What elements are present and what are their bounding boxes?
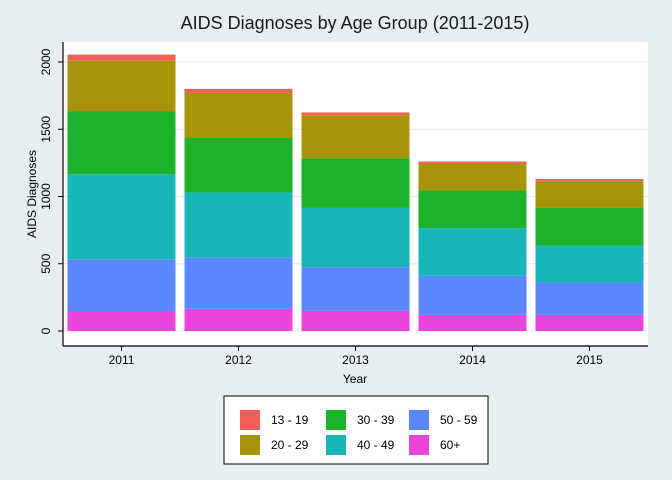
y-ticks: 0 500 1000 1500 2000: [39, 48, 63, 334]
chart-title: AIDS Diagnoses by Age Group (2011-2015): [181, 13, 530, 33]
legend-label: 13 - 19: [271, 413, 309, 427]
y-axis-label: AIDS Diagnoses: [25, 150, 39, 238]
x-tick-label: 2012: [225, 353, 252, 367]
legend-swatch: [240, 435, 260, 455]
bar-segment: [535, 245, 644, 283]
bar-segment: [67, 174, 176, 260]
bar-segment: [67, 111, 176, 175]
bar-segment: [184, 257, 293, 309]
bar-segment: [535, 207, 644, 246]
bar-segment: [301, 115, 410, 159]
bar-segment: [418, 314, 527, 331]
legend-swatch: [326, 410, 346, 430]
y-tick-label: 0: [39, 327, 53, 334]
legend-swatch: [326, 435, 346, 455]
bar-segment: [418, 161, 527, 164]
bars: [67, 54, 644, 331]
legend: 13 - 19 30 - 39 50 - 59 20 - 29 40 - 49 60+: [223, 395, 489, 465]
x-ticks: 2011 2012 2013 2014 2015: [109, 346, 603, 367]
bar-segment: [535, 181, 644, 208]
bar-segment: [67, 311, 176, 331]
x-axis-label: Year: [343, 372, 367, 386]
bar-segment: [184, 92, 293, 138]
bar-segment: [184, 137, 293, 193]
y-tick-label: 1500: [39, 116, 53, 143]
legend-swatch: [409, 410, 429, 430]
bar-segment: [418, 228, 527, 276]
bar-segment: [301, 158, 410, 208]
legend-label: 40 - 49: [357, 438, 395, 452]
x-tick-label: 2014: [459, 353, 486, 367]
legend-swatch: [240, 410, 260, 430]
legend-box: [223, 395, 489, 465]
legend-label: 50 - 59: [440, 413, 478, 427]
bar-segment: [184, 88, 293, 93]
x-tick-label: 2013: [342, 353, 369, 367]
legend-label: 30 - 39: [357, 413, 395, 427]
bar-segment: [301, 310, 410, 331]
bar-segment: [301, 267, 410, 311]
bar-segment: [67, 60, 176, 112]
bar-segment: [418, 275, 527, 315]
y-tick-label: 1000: [39, 183, 53, 210]
bar-segment: [418, 163, 527, 191]
legend-swatch: [409, 435, 429, 455]
bar-segment: [67, 259, 176, 312]
bar-segment: [535, 179, 644, 182]
bar-segment: [418, 190, 527, 229]
bar-segment: [301, 207, 410, 268]
bar-segment: [67, 54, 176, 61]
legend-label: 60+: [440, 438, 460, 452]
x-tick-label: 2015: [576, 353, 603, 367]
bar-segment: [184, 308, 293, 331]
bar-segment: [184, 192, 293, 258]
legend-label: 20 - 29: [271, 438, 309, 452]
bar-segment: [535, 314, 644, 331]
bar-segment: [535, 282, 644, 315]
y-tick-label: 2000: [39, 48, 53, 75]
x-tick-label: 2011: [109, 353, 135, 367]
y-tick-label: 500: [39, 253, 53, 273]
bar-segment: [301, 112, 410, 116]
